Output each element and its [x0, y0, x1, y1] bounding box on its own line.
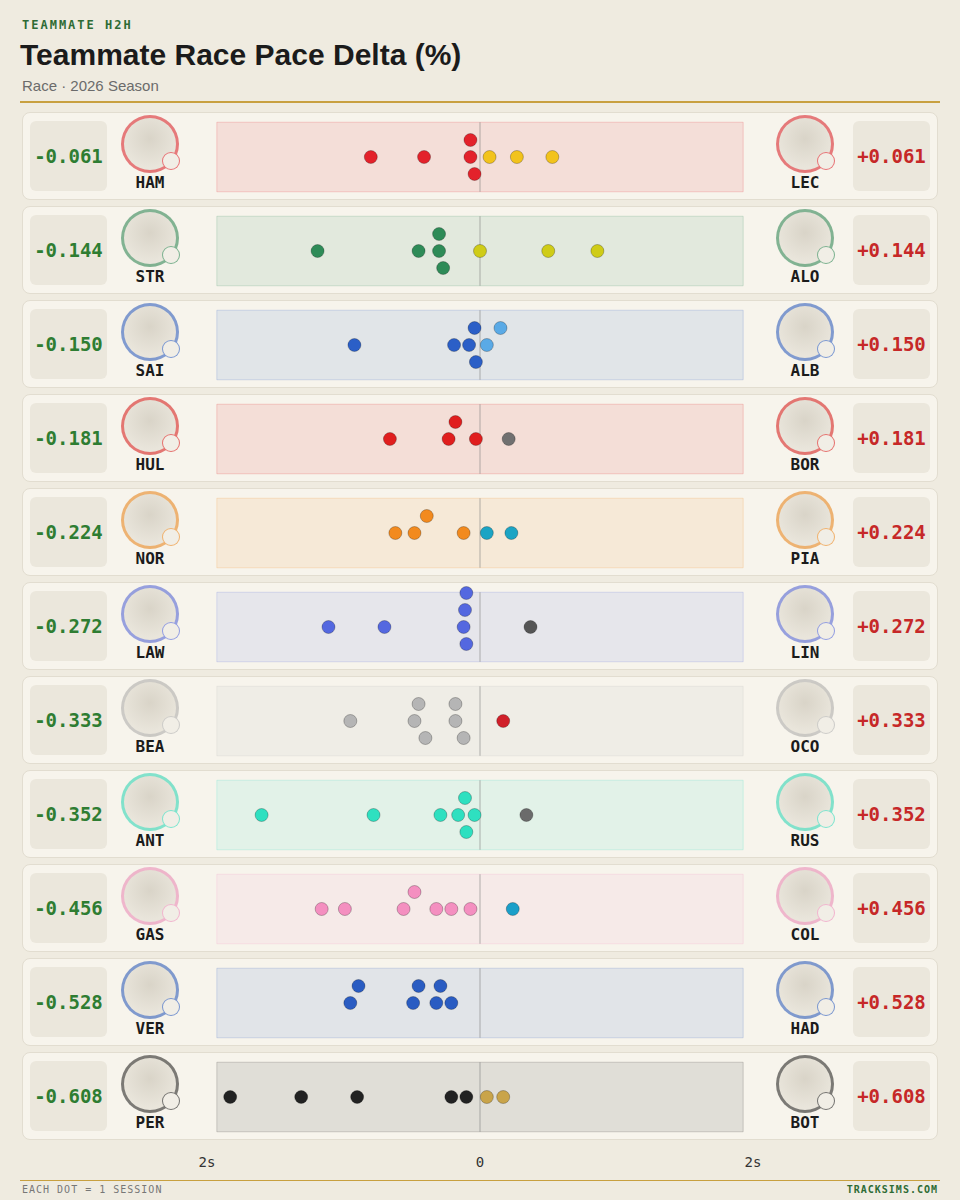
- html-text:VER: VER: [135, 1019, 165, 1038]
- html-text:OCO: OCO: [790, 737, 820, 756]
- html-text:ANT: ANT: [135, 831, 165, 850]
- html-text:BOR: BOR: [790, 455, 820, 474]
- html-text:+0.608: +0.608: [857, 1085, 926, 1107]
- html-text:TEAMMATE H2H: TEAMMATE H2H: [22, 18, 133, 32]
- html-text:-0.181: -0.181: [34, 427, 103, 449]
- html-text:+0.456: +0.456: [857, 897, 926, 919]
- html-text:STR: STR: [135, 267, 165, 286]
- html-text:+0.352: +0.352: [857, 803, 926, 825]
- html-text:HUL: HUL: [135, 455, 165, 474]
- html-text:HAM: HAM: [135, 173, 165, 192]
- html-text:TRACKSIMS.COM: TRACKSIMS.COM: [846, 1184, 938, 1195]
- html-text:GAS: GAS: [135, 925, 165, 944]
- html-text:Teammate Race Pace Delta (%): Teammate Race Pace Delta (%): [20, 38, 462, 71]
- html-text:HAD: HAD: [790, 1019, 820, 1038]
- html-text:SAI: SAI: [135, 361, 165, 380]
- html-text:-0.456: -0.456: [34, 897, 103, 919]
- html-text:+0.150: +0.150: [857, 333, 926, 355]
- html-text:-0.224: -0.224: [34, 521, 103, 543]
- html-text:PER: PER: [135, 1113, 165, 1132]
- svg-text:0: 0: [476, 1154, 484, 1170]
- html-text:+0.224: +0.224: [857, 521, 926, 543]
- html-text:EACH DOT = 1 SESSION: EACH DOT = 1 SESSION: [22, 1184, 163, 1195]
- html-text:+0.333: +0.333: [857, 709, 926, 731]
- html-text:BOT: BOT: [790, 1113, 820, 1132]
- html-text:+0.061: +0.061: [857, 145, 926, 167]
- html-text:COL: COL: [790, 925, 820, 944]
- html-text:-0.333: -0.333: [34, 709, 103, 731]
- html-text:LEC: LEC: [790, 173, 820, 192]
- svg-text:2s: 2s: [745, 1154, 762, 1170]
- html-text:-0.061: -0.061: [34, 145, 103, 167]
- html-text:+0.144: +0.144: [857, 239, 926, 261]
- html-text:LAW: LAW: [135, 643, 165, 662]
- html-text:ALO: ALO: [790, 267, 820, 286]
- svg-text:2s: 2s: [199, 1154, 216, 1170]
- html-text:ALB: ALB: [790, 361, 820, 380]
- html-text:-0.528: -0.528: [34, 991, 103, 1013]
- html-text:-0.150: -0.150: [34, 333, 103, 355]
- html-text:NOR: NOR: [135, 549, 165, 568]
- html-text:-0.272: -0.272: [34, 615, 103, 637]
- html-text:+0.181: +0.181: [857, 427, 926, 449]
- html-text:RUS: RUS: [790, 831, 820, 850]
- html-text:-0.608: -0.608: [34, 1085, 103, 1107]
- html-text:LIN: LIN: [790, 643, 820, 662]
- html-text:-0.352: -0.352: [34, 803, 103, 825]
- html-text:PIA: PIA: [790, 549, 820, 568]
- html-text:-0.144: -0.144: [34, 239, 103, 261]
- html-text:Race · 2026 Season: Race · 2026 Season: [22, 77, 159, 94]
- html-text:+0.528: +0.528: [857, 991, 926, 1013]
- html-text:+0.272: +0.272: [857, 615, 926, 637]
- html-text:BEA: BEA: [135, 737, 165, 756]
